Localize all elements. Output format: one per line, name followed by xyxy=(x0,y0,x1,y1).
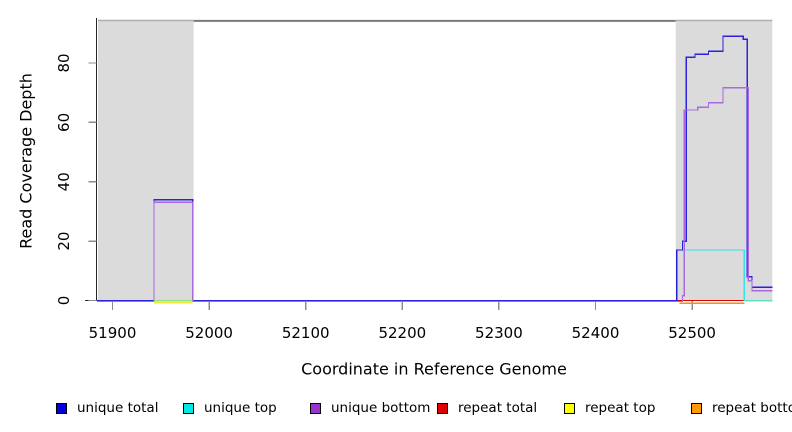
legend-swatch-unique-bottom xyxy=(310,403,321,414)
legend-label: repeat top xyxy=(585,400,656,416)
legend-label: unique top xyxy=(204,400,277,416)
legend-swatch-repeat-total xyxy=(437,403,448,414)
series-unique-bottom xyxy=(97,87,773,303)
legend-swatch-repeat-bottom xyxy=(691,403,702,414)
series-unique-top xyxy=(97,249,773,302)
series-unique-total xyxy=(97,35,773,302)
y-tick-label: 20 xyxy=(55,232,73,251)
x-tick-label: 51900 xyxy=(89,324,137,342)
legend-swatch-repeat-top xyxy=(564,403,575,414)
y-tick-label: 40 xyxy=(55,172,73,191)
x-tick-label: 52100 xyxy=(282,324,330,342)
y-tick-label: 0 xyxy=(55,296,73,306)
legend: unique total unique top unique bottom repea… xyxy=(0,398,792,422)
x-tick-label: 52200 xyxy=(378,324,426,342)
legend-label: unique total xyxy=(77,400,159,416)
legend-swatch-unique-top xyxy=(183,403,194,414)
legend-label: repeat total xyxy=(458,400,538,416)
x-tick-label: 52400 xyxy=(572,324,620,342)
repeat-region-right xyxy=(675,20,773,301)
x-tick-label: 52300 xyxy=(475,324,523,342)
x-tick-label: 52500 xyxy=(668,324,716,342)
y-tick-label: 80 xyxy=(55,53,73,72)
y-axis-title: Read Coverage Depth xyxy=(16,73,36,249)
repeat-region-left xyxy=(98,20,194,301)
legend-label: unique bottom xyxy=(331,400,431,416)
x-axis-title: Coordinate in Reference Genome xyxy=(301,359,567,379)
legend-label: repeat bottom xyxy=(712,400,792,416)
x-tick-label: 52000 xyxy=(185,324,233,342)
y-tick-label: 60 xyxy=(55,113,73,132)
legend-swatch-unique-total xyxy=(56,403,67,414)
